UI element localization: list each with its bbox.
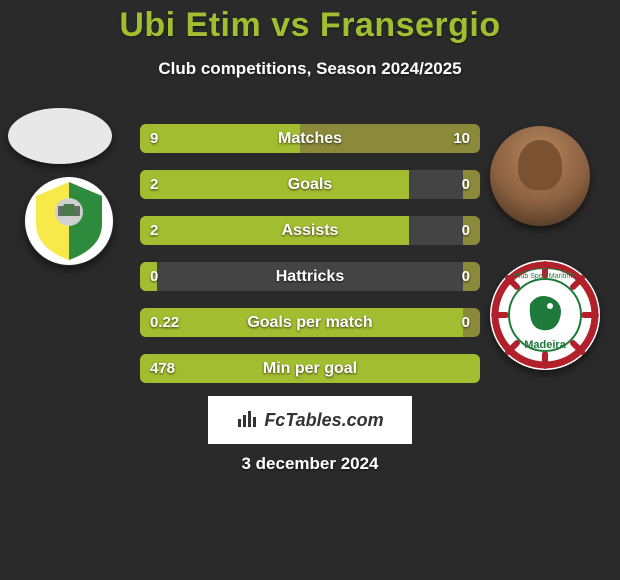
player-right-avatar — [490, 126, 590, 226]
stat-row: 20Goals — [140, 170, 480, 199]
stat-label: Min per goal — [140, 354, 480, 383]
player-left-avatar — [8, 108, 112, 164]
brand-text: FcTables.com — [264, 410, 383, 431]
player-left-badge — [24, 176, 114, 266]
svg-text:Club Sport Marítimo: Club Sport Marítimo — [514, 273, 576, 280]
brand-icon — [236, 407, 258, 434]
brand-box[interactable]: FcTables.com — [208, 396, 412, 444]
page-title: Ubi Etim vs Fransergio — [0, 0, 620, 45]
stat-row: 20Assists — [140, 216, 480, 245]
stat-label: Hattricks — [140, 262, 480, 291]
stats-area: 910Matches 20Goals 20Assists 00Hattricks 0.2… — [140, 124, 480, 400]
stat-label: Matches — [140, 124, 480, 153]
stat-row: 910Matches — [140, 124, 480, 153]
stat-row: 00Hattricks — [140, 262, 480, 291]
page-subtitle: Club competitions, Season 2024/2025 — [0, 59, 620, 79]
badge-right-text: Madeira — [524, 339, 566, 351]
player-right-badge: Madeira Club Sport Marítimo — [490, 260, 600, 370]
stat-label: Assists — [140, 216, 480, 245]
stat-label: Goals — [140, 170, 480, 199]
stat-row: 478Min per goal — [140, 354, 480, 383]
page-date: 3 december 2024 — [0, 454, 620, 474]
stat-label: Goals per match — [140, 308, 480, 337]
stat-row: 0.220Goals per match — [140, 308, 480, 337]
